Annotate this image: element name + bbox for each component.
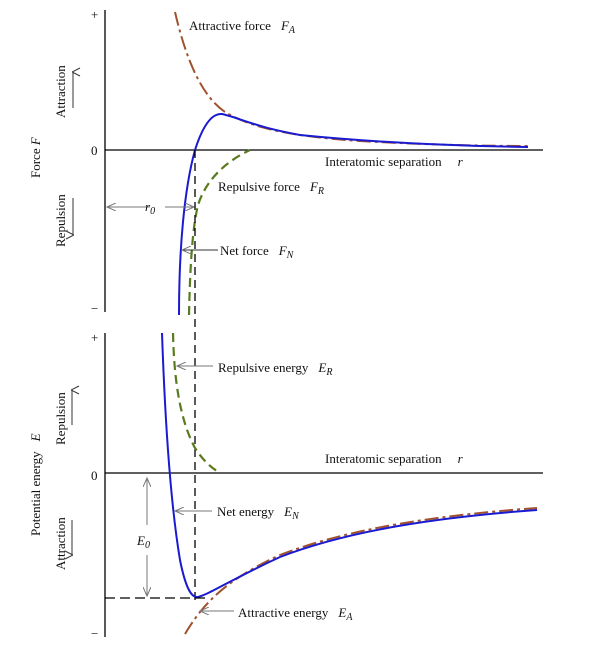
- net-force-label: Net force FN: [220, 243, 295, 261]
- energy-tick-plus: +: [91, 330, 98, 345]
- net-energy-label: Net energy EN: [217, 504, 300, 522]
- energy-axis-label: Potential energyE: [28, 433, 43, 536]
- force-panel: + 0 − Force F Attraction Repulsion r0 At…: [28, 7, 543, 316]
- attractive-energy-label: Attractive energy EA: [238, 605, 353, 623]
- force-x-axis-label: Interatomic separation r: [325, 154, 464, 169]
- attractive-energy-curve: [184, 507, 538, 635]
- attractive-force-label: Attractive force FA: [189, 18, 296, 36]
- net-force-curve: [178, 112, 529, 316]
- attraction-region-label: Attraction: [53, 65, 68, 118]
- energy-tick-minus: −: [91, 626, 98, 641]
- energy-tick-zero: 0: [91, 468, 98, 483]
- repulsion-region-label: Repulsion: [53, 392, 68, 445]
- force-axis-label: Force F: [28, 136, 43, 178]
- repulsive-force-curve: [187, 149, 251, 316]
- repulsive-energy-curve: [171, 332, 221, 474]
- repulsion-region-label: Repulsion: [53, 194, 68, 247]
- force-tick-zero: 0: [91, 143, 98, 158]
- repulsive-energy-label: Repulsive energy ER: [218, 360, 332, 378]
- e0-label: E0: [136, 533, 150, 551]
- force-tick-minus: −: [91, 301, 98, 316]
- force-tick-plus: +: [91, 7, 98, 22]
- attraction-region-label: Attraction: [53, 517, 68, 570]
- energy-x-axis-label: Interatomic separation r: [325, 451, 464, 466]
- net-energy-curve: [161, 332, 538, 599]
- r0-label: r0: [145, 199, 155, 217]
- energy-panel: + 0 − Potential energyE Repulsion Attrac…: [28, 330, 543, 641]
- repulsive-force-label: Repulsive force FR: [218, 179, 324, 197]
